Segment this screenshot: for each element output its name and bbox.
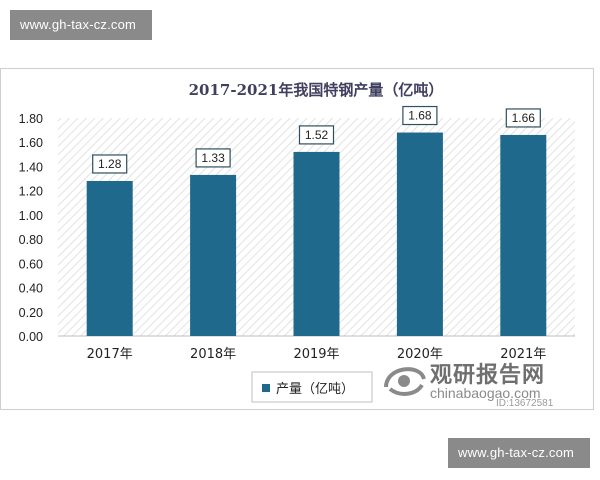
legend-box (251, 371, 373, 403)
y-tick-label: 1.20 (19, 185, 43, 199)
y-tick-label: 0.60 (19, 257, 43, 271)
x-tick-label: 2019年 (293, 347, 339, 362)
bar (396, 132, 443, 336)
y-tick-label: 1.00 (19, 209, 43, 223)
data-label-box (298, 125, 335, 145)
bar (190, 174, 237, 336)
data-label: 1.68 (408, 109, 432, 123)
x-tick-label: 2020年 (397, 347, 443, 362)
data-label: 1.28 (98, 157, 122, 171)
watermark-bottom: www.gh-tax-cz.com (448, 438, 590, 468)
legend-swatch (262, 384, 270, 392)
y-tick-label: 0.20 (19, 306, 43, 320)
data-label: 1.33 (201, 151, 225, 165)
bar (86, 180, 133, 336)
x-tick-label: 2021年 (500, 347, 546, 362)
y-tick-label: 0.00 (19, 330, 43, 344)
brand-url: chinabaogao.com (430, 385, 541, 401)
legend-label: 产量（亿吨） (276, 382, 354, 397)
brand-title: 观研报告网 (430, 363, 546, 388)
watermark-top: www.gh-tax-cz.com (10, 10, 152, 40)
data-label-box (505, 108, 541, 128)
data-label-box (92, 154, 128, 174)
bar-chart: 2017-2021年我国特钢产量（亿吨） 0.00 0.20 0.40 0.60 0.8… (19, 81, 575, 403)
bar (293, 151, 340, 336)
y-tick-label: 0.40 (19, 282, 43, 296)
data-label-box (402, 105, 438, 126)
brand-id: ID:13672581 (496, 398, 554, 409)
chart-title: 2017-2021年我国特钢产量（亿吨） (189, 81, 444, 99)
brand-logo-icon (384, 367, 426, 396)
bar (500, 134, 547, 336)
y-tick-label: 1.80 (19, 112, 43, 126)
y-tick-label: 1.60 (19, 136, 43, 150)
data-label: 1.52 (305, 128, 329, 142)
x-tick-label: 2017年 (87, 347, 133, 362)
y-tick-label: 1.40 (19, 160, 43, 174)
x-tick-label: 2018年 (190, 347, 236, 362)
data-label: 1.66 (512, 111, 536, 125)
y-tick-label: 0.80 (19, 233, 43, 247)
data-label-box (195, 148, 231, 168)
brand-watermark: 观研报告网 chinabaogao.com ID:13672581 (378, 357, 578, 409)
